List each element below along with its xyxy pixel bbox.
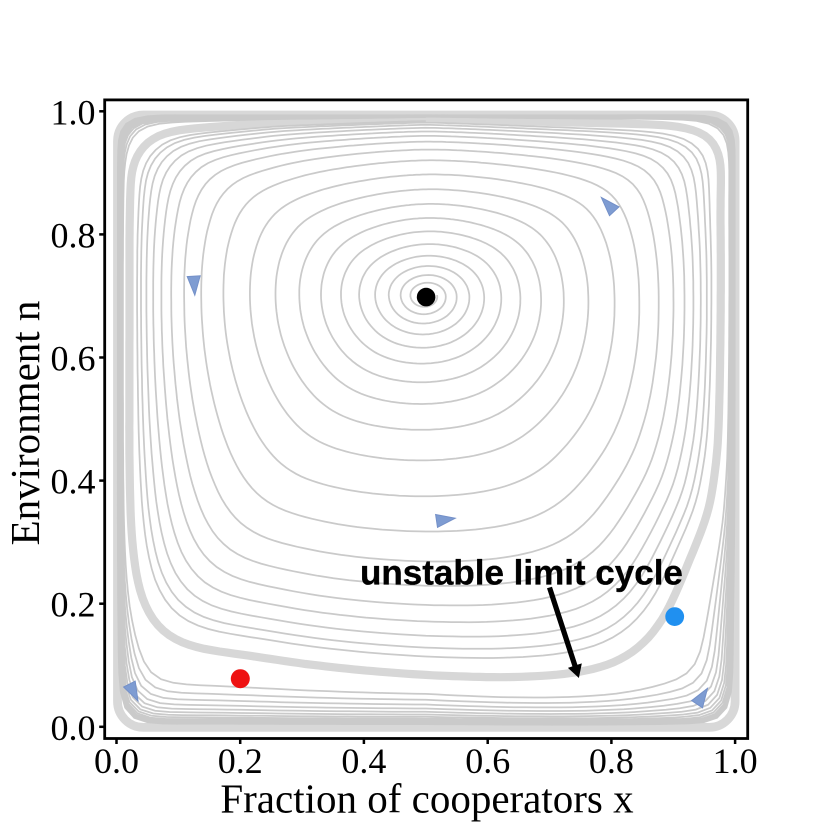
svg-text:Fraction of cooperators x: Fraction of cooperators x bbox=[220, 776, 633, 822]
svg-text:0.8: 0.8 bbox=[51, 215, 96, 255]
svg-text:0.6: 0.6 bbox=[51, 339, 96, 379]
svg-text:0.4: 0.4 bbox=[51, 462, 96, 502]
svg-text:0.6: 0.6 bbox=[465, 741, 510, 781]
svg-text:0.0: 0.0 bbox=[94, 741, 139, 781]
svg-text:0.2: 0.2 bbox=[51, 585, 96, 625]
svg-text:0.2: 0.2 bbox=[218, 741, 263, 781]
svg-text:0.8: 0.8 bbox=[589, 741, 634, 781]
svg-text:1.0: 1.0 bbox=[51, 92, 96, 132]
svg-text:unstable limit cycle: unstable limit cycle bbox=[360, 554, 683, 593]
svg-text:1.0: 1.0 bbox=[713, 741, 758, 781]
svg-text:Environment n: Environment n bbox=[2, 301, 48, 546]
svg-text:0.4: 0.4 bbox=[341, 741, 386, 781]
svg-text:0.0: 0.0 bbox=[51, 708, 96, 748]
